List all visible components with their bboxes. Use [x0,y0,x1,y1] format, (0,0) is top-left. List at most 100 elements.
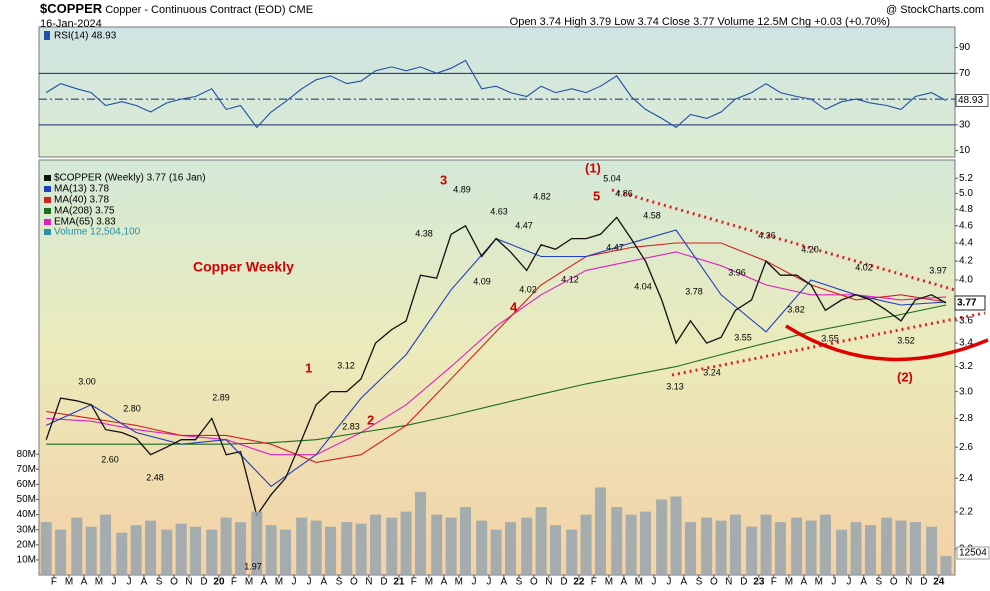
price-annotation: 3.55 [734,332,752,342]
legend-entry: MA(13) 3.78 [54,184,109,195]
volume-bar [400,511,412,575]
y-tick-label: 70 [959,68,971,79]
volume-bar [684,522,696,575]
legend-entry: MA(208) 3.75 [54,206,115,217]
legend-swatch [44,229,51,235]
price-annotation: 3.52 [897,335,915,345]
price-annotation: 4.04 [634,281,652,291]
price-annotation: 3.96 [728,267,746,277]
x-tick-label: 24 [933,577,945,588]
x-tick-label: J [831,577,836,588]
last-value: 48.93 [958,95,983,106]
x-tick-label: A [261,577,268,588]
x-tick-label: F [771,577,777,588]
volume-bar [220,517,232,575]
y-tick-label: 50M [17,494,36,505]
y-tick-label: 30 [959,119,971,130]
x-tick-label: J [126,577,131,588]
price-annotation: 4.36 [758,230,776,240]
volume-bar [251,511,263,575]
volume-bar [280,529,292,575]
x-tick-label: S [696,577,703,588]
x-tick-label: J [112,577,117,588]
x-tick-label: O [710,577,718,588]
volume-bar [836,529,848,575]
x-tick-label: M [95,577,103,588]
price-annotation: 3.13 [666,381,684,391]
volume-bar [701,517,713,575]
price-panel [38,159,956,576]
price-annotation: 2.89 [212,392,230,402]
x-tick-label: A [680,577,687,588]
price-annotation: 2.80 [123,403,141,413]
x-tick-label: M [815,577,823,588]
volume-bar [594,487,606,575]
price-annotation: 4.58 [643,210,661,220]
x-tick-label: M [245,577,253,588]
rsi-icon [44,31,50,40]
series-line [45,59,947,129]
price-annotation: 4.38 [415,228,433,238]
volume-bar [549,525,561,575]
last-badge [956,546,990,560]
wave-label: 1 [305,360,312,375]
price-annotation: 4.82 [533,191,551,201]
price-annotation: 1.97 [244,561,262,571]
x-tick-label: M [275,577,283,588]
price-annotation: 4.20 [801,244,819,254]
volume-bar [341,522,353,575]
plot-layer [36,47,958,578]
volume-bar [476,520,488,575]
price-annotation: 4.47 [515,220,533,230]
y-tick-label: 3.4 [959,338,973,349]
x-tick-label: S [876,577,883,588]
legend-entry: EMA(65) 3.83 [54,217,116,228]
last-value: 3.77 [957,298,977,309]
x-tick-label: M [425,577,433,588]
last-value: 12504 [959,548,987,559]
rsi-panel [38,26,956,158]
x-tick-label: D [920,577,927,588]
annotations: 3.00 2.80 2.60 2.48 2.89 1.97 3.12 2.83 … [78,173,947,571]
volume-bar [881,517,893,575]
wave-label: 4 [510,299,518,314]
y-tick-label: 3.0 [959,386,973,397]
x-tick-label: J [292,577,297,588]
x-tick-label: N [365,577,372,588]
volume-bar [325,526,337,575]
x-tick-label: D [560,577,567,588]
x-tick-label: A [501,577,508,588]
y-tick-label: 2.2 [959,507,973,518]
volume-bar [296,517,308,575]
x-tick-label: O [890,577,898,588]
x-tick-label: M [65,577,73,588]
price-annotation: 3.55 [821,333,839,343]
volume-bar [490,529,502,575]
volume-bar [940,556,952,575]
chart-title: Copper Weekly [193,259,294,275]
x-tick-label: J [306,577,311,588]
volume-bar [729,514,741,575]
series-line [46,304,947,445]
x-tick-label: S [336,577,343,588]
y-tick-label: 4.2 [959,256,973,267]
volume-bar [760,514,772,575]
volume-bar [310,520,322,575]
legend-entry: $COPPER (Weekly) 3.77 (16 Jan) [54,173,206,184]
y-tick-label: 3.2 [959,361,973,372]
price-annotation: 3.97 [929,265,947,275]
volume-bar [265,525,277,575]
legend-entry: MA(40) 3.78 [54,195,109,206]
x-tick-label: 22 [573,577,585,588]
price-annotation: 4.02 [519,284,537,294]
y-tick-label: 4.8 [959,204,973,215]
wave-label: 3 [440,172,447,187]
volume-bar [864,525,876,575]
volume-bar [415,491,427,575]
volume-bar [40,522,52,575]
volume-bar [504,522,516,575]
x-tick-label: 23 [753,577,765,588]
volume-bar [909,522,921,575]
price-annotation: 2.83 [342,421,360,431]
x-tick-label: A [441,577,448,588]
